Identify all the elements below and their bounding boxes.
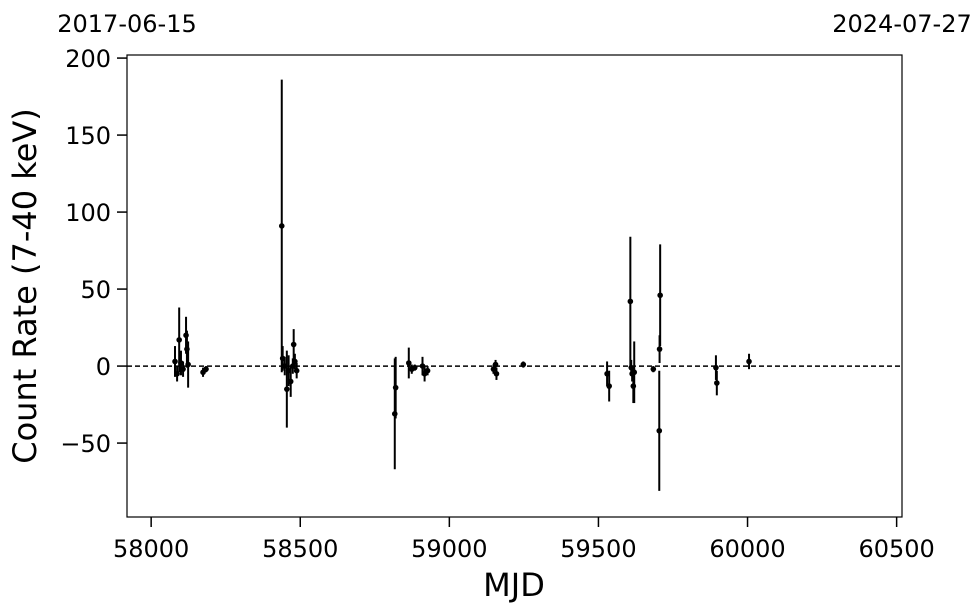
data-point bbox=[606, 383, 612, 389]
x-tick-label: 59500 bbox=[560, 535, 636, 563]
plot-frame bbox=[126, 54, 903, 518]
data-point bbox=[631, 369, 638, 376]
data-point bbox=[520, 361, 527, 368]
data-point bbox=[203, 366, 209, 372]
data-point bbox=[405, 360, 412, 366]
data-point bbox=[292, 358, 298, 365]
top-date-label: 2024-07-27 bbox=[832, 10, 971, 38]
data-point bbox=[656, 346, 663, 352]
y-tick-label: 200 bbox=[65, 45, 111, 73]
data-point bbox=[172, 358, 178, 365]
x-tick-label: 58000 bbox=[113, 535, 189, 563]
y-tick-label: 150 bbox=[65, 122, 111, 150]
y-tick-label: 100 bbox=[65, 199, 111, 227]
data-point bbox=[650, 366, 657, 372]
data-point bbox=[287, 378, 294, 385]
y-tick-label: 0 bbox=[96, 353, 111, 381]
data-point bbox=[180, 366, 186, 372]
y-tick-label: 50 bbox=[80, 276, 111, 304]
data-point bbox=[424, 367, 431, 374]
data-point bbox=[185, 361, 191, 368]
data-point bbox=[492, 361, 499, 368]
data-point bbox=[290, 341, 297, 348]
data-point bbox=[656, 427, 663, 434]
y-tick-label: −50 bbox=[60, 430, 111, 458]
top-date-label: 2017-06-15 bbox=[57, 10, 196, 38]
data-point bbox=[278, 223, 285, 229]
data-point bbox=[176, 337, 182, 343]
data-point bbox=[293, 367, 300, 374]
data-point bbox=[657, 292, 663, 299]
data-point bbox=[284, 386, 290, 392]
data-point bbox=[174, 370, 180, 377]
x-axis-label: MJD bbox=[483, 566, 545, 604]
x-tick-label: 59000 bbox=[411, 535, 487, 563]
data-point bbox=[627, 298, 634, 305]
x-tick-label: 60000 bbox=[709, 535, 785, 563]
x-tick-label: 58500 bbox=[262, 535, 338, 563]
data-point bbox=[411, 364, 418, 371]
y-axis-label: Count Rate (7-40 keV) bbox=[6, 108, 44, 463]
data-point bbox=[713, 364, 719, 371]
data-point bbox=[746, 358, 752, 365]
data-point bbox=[493, 370, 500, 377]
data-point bbox=[392, 384, 399, 391]
data-point bbox=[714, 380, 720, 386]
x-tick-label: 60500 bbox=[858, 535, 934, 563]
